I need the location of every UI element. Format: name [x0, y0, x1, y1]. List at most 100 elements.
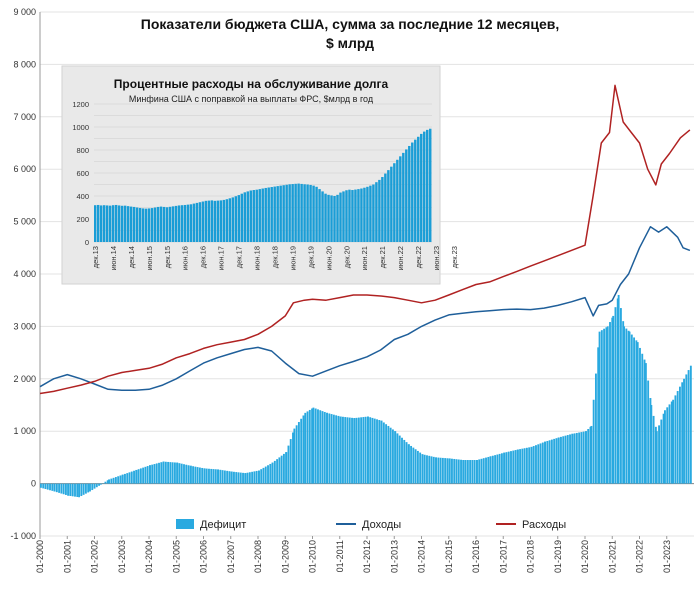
deficit-bar [442, 458, 444, 484]
inset-bar [121, 206, 123, 242]
deficit-bar [226, 471, 228, 484]
inset-bar [363, 188, 365, 242]
deficit-bar [80, 484, 82, 496]
inset-bar [256, 190, 258, 242]
deficit-bar [293, 429, 295, 484]
inset-x-tick-label: дек.17 [235, 246, 244, 268]
inset-bar [429, 129, 431, 242]
inset-bar [163, 207, 165, 242]
deficit-bar [317, 409, 319, 483]
main-y-tick-label: 8 000 [13, 59, 36, 69]
deficit-bar [158, 463, 160, 484]
deficit-bar [372, 418, 374, 484]
deficit-bar [544, 442, 546, 484]
inset-x-tick-label: июн.21 [360, 246, 369, 270]
deficit-bar [458, 459, 460, 483]
inset-bar [178, 205, 180, 242]
inset-bar [145, 209, 147, 242]
inset-bar [202, 202, 204, 242]
deficit-bar [590, 426, 592, 484]
deficit-bar [244, 473, 246, 483]
deficit-bar [267, 465, 269, 483]
deficit-bar [278, 457, 280, 483]
inset-bar [181, 205, 183, 242]
main-y-tick-label: 0 [31, 479, 36, 489]
inset-bar [393, 163, 395, 242]
deficit-bar [681, 382, 683, 483]
chart-subtitle: $ млрд [326, 35, 374, 51]
deficit-bar [140, 468, 142, 483]
inset-bar [369, 186, 371, 242]
deficit-bar [144, 467, 146, 484]
deficit-bar [465, 460, 467, 484]
deficit-bar [96, 484, 98, 488]
inset-bar [327, 195, 329, 242]
inset-bar [351, 190, 353, 242]
deficit-bar [217, 469, 219, 483]
deficit-bar [126, 473, 128, 483]
inset-bar [399, 156, 401, 242]
deficit-bar [415, 449, 417, 483]
deficit-bar [133, 471, 135, 484]
deficit-bar [344, 417, 346, 484]
deficit-bar [331, 414, 333, 484]
deficit-bar [197, 467, 199, 484]
inset-bar [318, 189, 320, 242]
inset-bar [324, 194, 326, 242]
deficit-bar [451, 459, 453, 484]
deficit-bar [324, 412, 326, 484]
deficit-bar [54, 484, 56, 492]
deficit-bar [228, 471, 230, 483]
deficit-bar [91, 484, 93, 490]
deficit-bar [67, 484, 69, 496]
inset-bar [241, 194, 243, 242]
deficit-bar [333, 415, 335, 484]
deficit-bar [383, 422, 385, 483]
deficit-bar [440, 458, 442, 484]
chart-title: Показатели бюджета США, сумма за последн… [141, 16, 559, 32]
deficit-bar [672, 400, 674, 484]
deficit-bar [551, 440, 553, 484]
inset-bar [357, 189, 359, 242]
inset-bar [315, 187, 317, 242]
main-x-tick-label: 01-2015 [444, 540, 454, 573]
inset-bar [291, 184, 293, 242]
deficit-bar [113, 478, 115, 484]
deficit-bar [78, 484, 80, 498]
main-x-tick-label: 01-2017 [498, 540, 508, 573]
deficit-bar [313, 408, 315, 484]
deficit-bar [190, 466, 192, 484]
deficit-bar [444, 458, 446, 484]
deficit-bar [658, 425, 660, 483]
main-y-tick-label: 7 000 [13, 112, 36, 122]
inset-bar [253, 190, 255, 242]
deficit-bar [249, 472, 251, 483]
inset-bar [139, 208, 141, 242]
deficit-bar [487, 457, 489, 484]
deficit-bar [410, 446, 412, 484]
deficit-bar [583, 432, 585, 484]
deficit-bar [87, 484, 89, 493]
deficit-bar [304, 413, 306, 484]
main-y-tick-label: 9 000 [13, 7, 36, 17]
deficit-bar [385, 424, 387, 483]
deficit-bar [639, 348, 641, 484]
deficit-bar [65, 484, 67, 495]
inset-bar [348, 190, 350, 242]
inset-bar [175, 206, 177, 242]
deficit-bar [641, 354, 643, 484]
deficit-bar [60, 484, 62, 494]
deficit-bar [253, 471, 255, 483]
deficit-bar [412, 448, 414, 484]
deficit-bar [623, 326, 625, 483]
main-x-tick-label: 01-2012 [362, 540, 372, 573]
deficit-bar [149, 465, 151, 483]
inset-bar [247, 191, 249, 242]
deficit-bar [666, 407, 668, 483]
deficit-bar [326, 413, 328, 484]
inset-bar [264, 188, 266, 242]
deficit-bar [362, 417, 364, 484]
deficit-bar [401, 438, 403, 484]
deficit-bar [269, 464, 271, 484]
